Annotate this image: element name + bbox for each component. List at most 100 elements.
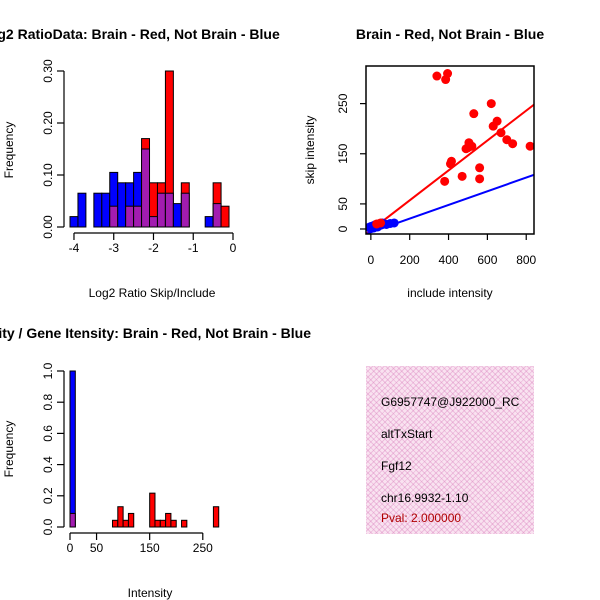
- histogram-log2-ratio-x-tick-label: -2: [148, 241, 159, 255]
- histogram-log2-ratio-bar-overlap: [164, 192, 174, 228]
- histogram-intensity-xlabel: Intensity: [128, 586, 173, 600]
- histogram-intensity-bar-brain: [117, 506, 124, 528]
- histogram-intensity-bar-brain: [154, 519, 161, 528]
- event-info-box: G6957747@J922000_RC altTxStart Fgf12 chr…: [366, 366, 534, 534]
- histogram-log2-ratio-y-tick-label: 0.00: [41, 215, 55, 239]
- histogram-intensity-bars: [69, 370, 220, 528]
- histogram-log2-ratio-x-tick-label: -3: [108, 241, 119, 255]
- probe-id-text: G6957747@J922000_RC: [381, 395, 520, 409]
- histogram-log2-ratio-bar-overlap: [212, 203, 222, 228]
- scatter-point-not-brain: [389, 218, 399, 228]
- scatter-point-brain: [376, 218, 386, 228]
- scatter-fit-line-brain: [366, 103, 534, 234]
- scatter-y-tick-label: 0: [336, 225, 350, 232]
- histogram-log2-ratio-title: Log2 RatioData: Brain - Red, Not Brain -…: [0, 26, 280, 42]
- scatter-x-tick-label: 400: [439, 253, 459, 267]
- histogram-log2-ratio-bar-not-brain: [204, 216, 214, 228]
- histogram-intensity-bar-brain: [159, 519, 167, 528]
- scatter-y-tick-label: 250: [336, 93, 350, 113]
- histogram-intensity-bar-brain: [170, 519, 177, 528]
- histogram-intensity-title: Exon Intensity / Gene Itensity: Brain - …: [0, 325, 311, 341]
- histogram-log2-ratio-bar-overlap: [180, 192, 190, 228]
- histogram-intensity-x-tick-label: 50: [90, 541, 104, 555]
- histogram-intensity-x-tick-label: 150: [140, 541, 160, 555]
- scatter-x-tick-label: 800: [516, 253, 536, 267]
- histogram-log2-ratio-bar-not-brain: [69, 216, 79, 228]
- histogram-log2-ratio-panel: Log2 RatioData: Brain - Red, Not Brain -…: [0, 26, 280, 300]
- scatter-point-brain: [467, 141, 477, 151]
- histogram-log2-ratio-x-tick-label: -4: [69, 241, 80, 255]
- histogram-intensity-bar-not-brain: [69, 370, 76, 528]
- histogram-intensity-y-tick-label: 0.4: [41, 456, 55, 473]
- scatter-frame: [365, 65, 535, 235]
- histogram-intensity-bar-brain: [127, 512, 135, 528]
- histogram-log2-ratio-ylabel: Frequency: [2, 122, 16, 179]
- histogram-intensity-bar-brain: [111, 519, 119, 528]
- scatter-point-brain: [492, 116, 502, 126]
- histogram-log2-ratio-bar-overlap: [149, 216, 158, 228]
- scatter-y-tick-label: 50: [336, 197, 350, 211]
- scatter-intensity-xlabel: include intensity: [407, 286, 492, 300]
- scatter-point-brain: [446, 156, 456, 166]
- histogram-log2-ratio-bar-overlap: [141, 148, 151, 228]
- histogram-log2-ratio-bar-not-brain: [172, 203, 182, 228]
- histogram-log2-ratio-x-tick-label: -1: [188, 241, 199, 255]
- gene-name-text: Fgf12: [381, 459, 412, 473]
- histogram-intensity-y-tick-label: 0.6: [41, 425, 55, 442]
- histogram-log2-ratio-y-tick-label: 0.30: [41, 59, 55, 83]
- scatter-point-brain: [508, 139, 518, 149]
- scatter-intensity-ylabel: skip intensity: [303, 116, 317, 185]
- scatter-point-brain: [475, 174, 485, 184]
- scatter-point-brain: [457, 171, 467, 181]
- histogram-log2-ratio-y-tick-label: 0.20: [41, 111, 55, 135]
- histogram-log2-ratio-bar-not-brain: [117, 182, 127, 228]
- histogram-intensity-y-tick-label: 0.0: [41, 518, 55, 535]
- pval-text: Pval: 2.000000: [381, 511, 462, 525]
- histogram-intensity-bar-brain: [165, 512, 172, 528]
- histogram-intensity-x-tick-label: 250: [193, 541, 213, 555]
- scatter-x-tick-label: 0: [368, 253, 375, 267]
- histogram-intensity-y-tick-label: 1.0: [41, 362, 55, 379]
- histogram-intensity-ylabel: Frequency: [2, 421, 16, 478]
- histogram-log2-ratio-axes: -4 -3 -2 -1 0 0.00 0.10 0.20 0.30: [41, 59, 237, 255]
- histogram-log2-ratio-bar-not-brain: [77, 192, 87, 228]
- histogram-log2-ratio-bar-overlap: [156, 192, 166, 228]
- histogram-intensity-bar-overlap: [69, 512, 76, 528]
- histogram-intensity-panel: Exon Intensity / Gene Itensity: Brain - …: [0, 325, 311, 600]
- histogram-log2-ratio-xlabel: Log2 Ratio Skip/Include: [89, 286, 216, 300]
- scatter-point-brain: [443, 69, 453, 79]
- histogram-intensity-bar-brain: [149, 492, 156, 528]
- scatter-y-tick-label: 150: [336, 143, 350, 163]
- scatter-point-brain: [525, 141, 534, 151]
- histogram-intensity-bar-brain: [181, 519, 188, 528]
- event-type-text: altTxStart: [381, 427, 433, 441]
- location-text: chr16.9932-1.10: [381, 491, 469, 505]
- histogram-log2-ratio-x-tick-label: 0: [230, 241, 237, 255]
- scatter-point-brain: [475, 163, 485, 173]
- scatter-point-brain: [432, 71, 442, 81]
- histogram-log2-ratio-bar-overlap: [109, 205, 119, 228]
- scatter-x-tick-label: 200: [400, 253, 420, 267]
- histogram-intensity-y-tick-label: 0.8: [41, 394, 55, 411]
- scatter-point-brain: [486, 99, 496, 109]
- scatter-point-brain: [496, 128, 506, 138]
- scatter-point-brain: [469, 109, 479, 119]
- histogram-intensity-y-tick-label: 0.2: [41, 487, 55, 504]
- scatter-x-tick-label: 600: [477, 253, 497, 267]
- histogram-log2-ratio-y-tick-label: 0.10: [41, 163, 55, 187]
- scatter-point-brain: [440, 176, 450, 186]
- histogram-log2-ratio-bar-brain: [220, 205, 230, 228]
- histogram-intensity-bar-brain: [212, 506, 220, 528]
- histogram-log2-ratio-bar-not-brain: [93, 192, 103, 228]
- scatter-intensity-axes: 0 200 400 600 800 0 50 150 250: [336, 65, 537, 267]
- scatter-intensity-panel: Brain - Red, Not Brain - Blue include in…: [303, 26, 544, 300]
- histogram-log2-ratio-bars: [69, 70, 230, 228]
- scatter-intensity-marks: [366, 69, 534, 234]
- histogram-log2-ratio-bar-not-brain: [101, 192, 111, 228]
- histogram-intensity-bar-brain: [122, 519, 129, 528]
- histogram-intensity-axes: 0 50 150 250 0.0 0.2 0.4 0.6 0.8 1.0: [41, 362, 213, 555]
- scatter-intensity-title: Brain - Red, Not Brain - Blue: [356, 26, 544, 42]
- histogram-log2-ratio-bar-overlap: [125, 205, 135, 228]
- histogram-intensity-x-tick-label: 0: [67, 541, 74, 555]
